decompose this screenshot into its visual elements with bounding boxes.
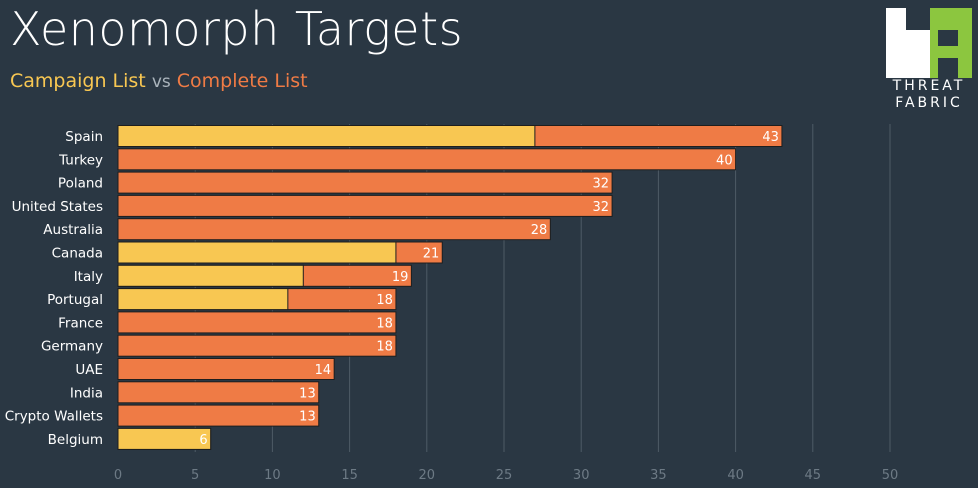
category-label: Poland — [58, 176, 103, 192]
data-label: 14 — [315, 363, 332, 378]
category-label: Canada — [52, 246, 103, 262]
data-label: 40 — [716, 153, 733, 168]
data-label: 18 — [376, 293, 393, 308]
category-label: France — [58, 315, 103, 331]
bar-campaign — [117, 241, 397, 264]
data-label: 32 — [593, 177, 610, 192]
bar-complete — [117, 194, 613, 217]
bar-complete — [117, 404, 320, 427]
category-label: UAE — [75, 362, 103, 378]
x-tick-label: 15 — [341, 468, 358, 483]
bar-campaign — [117, 125, 536, 147]
category-label: Turkey — [58, 152, 103, 168]
bar-campaign — [117, 427, 212, 450]
logo-icon — [886, 8, 972, 78]
data-label: 18 — [376, 316, 393, 331]
x-tick-label: 40 — [727, 468, 744, 483]
x-tick-label: 10 — [264, 468, 281, 483]
category-label: United States — [12, 199, 103, 215]
category-label: Italy — [74, 269, 103, 285]
data-label: 6 — [199, 433, 207, 448]
bar-campaign — [117, 264, 304, 287]
legend-vs: vs — [151, 72, 171, 92]
category-label: Crypto Wallets — [5, 409, 103, 425]
bar-complete — [117, 171, 613, 194]
category-label: Australia — [43, 222, 103, 238]
x-tick-label: 5 — [191, 468, 199, 483]
bar-complete — [117, 358, 335, 380]
data-label: 19 — [392, 270, 409, 285]
threatfabric-logo: THREAT FABRIC — [884, 8, 972, 112]
data-label: 18 — [376, 340, 393, 355]
data-label: 28 — [531, 223, 548, 238]
data-label: 13 — [299, 386, 316, 401]
bar-complete — [117, 218, 551, 241]
logo-text-1: THREAT — [892, 78, 966, 94]
category-label: Belgium — [48, 432, 103, 448]
legend-campaign: Campaign List — [10, 70, 146, 92]
data-label: 43 — [762, 130, 779, 145]
x-tick-label: 20 — [419, 468, 436, 483]
category-label: India — [70, 385, 103, 401]
x-tick-label: 30 — [573, 468, 590, 483]
category-label: Germany — [41, 339, 103, 355]
data-label: 13 — [299, 410, 316, 425]
x-tick-label: 0 — [114, 468, 122, 483]
data-label: 32 — [593, 200, 610, 215]
data-label: 21 — [423, 247, 440, 262]
x-tick-label: 25 — [496, 468, 513, 483]
x-tick-label: 50 — [882, 468, 899, 483]
x-tick-label: 35 — [650, 468, 667, 483]
bar-complete — [117, 311, 397, 334]
chart-title: Xenomorph Targets — [10, 2, 464, 56]
chart-subtitle: Campaign List vs Complete List — [10, 70, 308, 92]
bar-complete — [117, 381, 320, 404]
bar-complete — [117, 334, 397, 357]
category-label: Portugal — [47, 292, 103, 308]
x-tick-label: 45 — [805, 468, 822, 483]
category-label: Spain — [65, 129, 103, 145]
legend-complete: Complete List — [176, 70, 308, 92]
logo-text-2: FABRIC — [895, 95, 963, 111]
bar-complete — [117, 148, 737, 171]
bar-campaign — [117, 288, 289, 311]
